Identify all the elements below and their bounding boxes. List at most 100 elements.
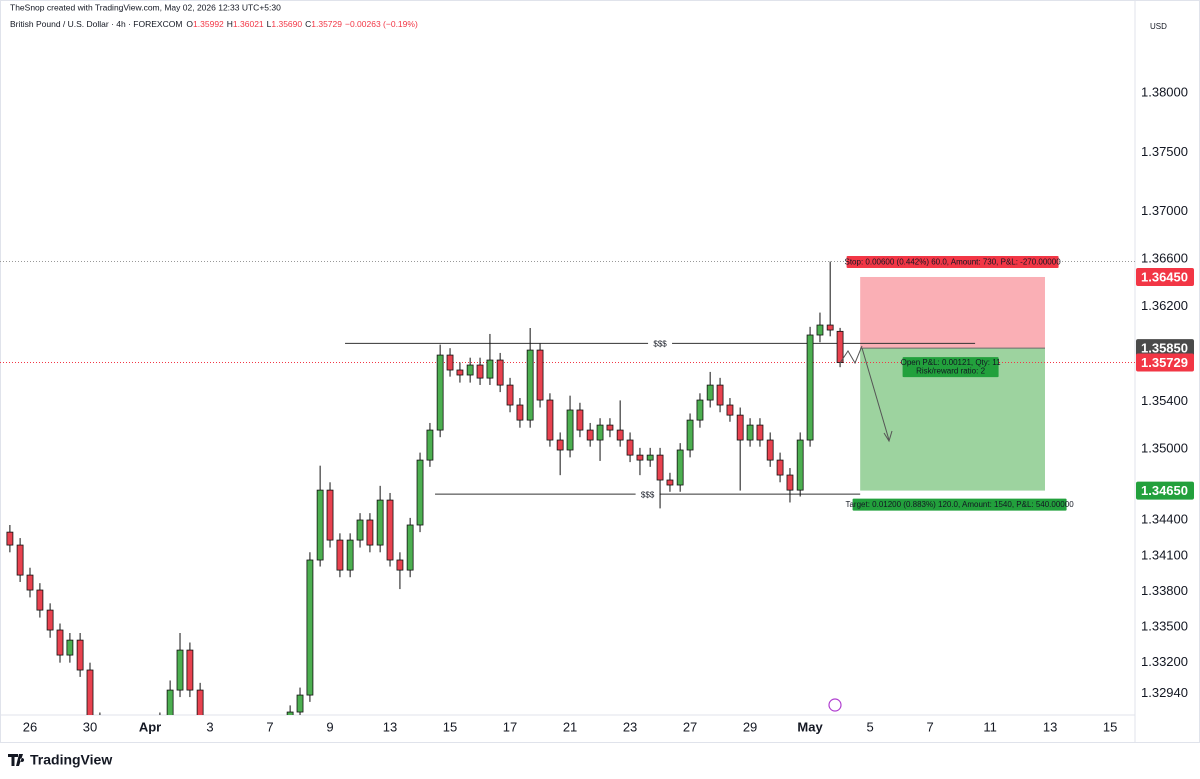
candle-body xyxy=(6,531,14,546)
price-badge-label: 1.35850 xyxy=(1141,341,1188,356)
x-tick-label: 5 xyxy=(866,719,873,734)
logo-icon xyxy=(8,754,25,766)
candle-body xyxy=(286,711,294,715)
candle-body xyxy=(277,730,283,750)
ohlc-value: 1.36021 xyxy=(233,19,264,29)
candle-body xyxy=(546,399,554,441)
arrow-head xyxy=(883,430,893,443)
x-tick-label: 13 xyxy=(1043,719,1057,734)
candle-body xyxy=(16,544,24,576)
y-tick-label: 1.32940 xyxy=(1141,685,1188,700)
projection xyxy=(839,345,893,443)
candle-body xyxy=(506,384,514,406)
event-icon[interactable] xyxy=(828,698,842,712)
currency: USD xyxy=(1150,22,1167,31)
candle-body xyxy=(137,760,143,770)
candle-body xyxy=(576,409,584,431)
candle-body xyxy=(756,424,764,441)
candle-body xyxy=(636,454,644,461)
candle-body xyxy=(376,499,384,546)
candle-body xyxy=(666,479,674,486)
y-tick-label: 1.33500 xyxy=(1141,619,1188,634)
candle-body xyxy=(556,439,564,451)
symbol-line: British Pound / U.S. Dollar · 4h · FOREX… xyxy=(10,19,418,29)
candle-body xyxy=(456,369,464,376)
x-tick-label: 21 xyxy=(563,719,577,734)
y-tick-label: 1.37000 xyxy=(1141,203,1188,218)
x-tick-label: 26 xyxy=(23,719,37,734)
x-tick-label: 11 xyxy=(983,719,997,734)
candle-body xyxy=(466,364,474,376)
candle-body xyxy=(776,459,784,476)
candle-body xyxy=(386,499,394,561)
price-badge xyxy=(1136,267,1194,286)
candle-body xyxy=(396,559,404,571)
liquidity-label: $$$ xyxy=(653,340,667,349)
candle-body xyxy=(516,404,524,421)
candle-body xyxy=(127,750,133,770)
candle-body xyxy=(646,454,654,461)
candle-body xyxy=(26,574,34,591)
candle-body xyxy=(306,559,314,696)
price-badge-label: 1.35729 xyxy=(1141,355,1188,370)
y-tick-label: 1.36600 xyxy=(1141,251,1188,266)
x-tick-label: Apr xyxy=(139,719,161,734)
candle-body xyxy=(736,414,744,441)
symbol: British Pound / U.S. Dollar · 4h · FOREX… xyxy=(10,19,182,29)
y-tick-label: 1.34100 xyxy=(1141,547,1188,562)
candle-body xyxy=(316,489,324,561)
target-label-box xyxy=(852,498,1067,511)
x-tick-label: 9 xyxy=(326,719,333,734)
ohlc-value: 1.35690 xyxy=(271,19,302,29)
candle-body xyxy=(616,429,624,441)
candle-body xyxy=(536,349,544,401)
candle-body xyxy=(766,439,774,461)
price-badge-label: 1.34650 xyxy=(1141,483,1188,498)
candle-body xyxy=(656,454,664,481)
open-label: Open P&L: 0.00121, Qty: 11 xyxy=(901,358,1001,367)
x-tick-label: 15 xyxy=(443,719,457,734)
x-tick-label: 27 xyxy=(683,719,697,734)
candle-body xyxy=(267,750,273,770)
stop-label: Stop: 0.00600 (0.442%) 60.0, Amount: 730… xyxy=(845,258,1062,267)
ratio-label: Risk/reward ratio: 2 xyxy=(916,366,985,375)
stop-label-box xyxy=(846,255,1059,268)
projection-path xyxy=(839,345,863,365)
target-label: Target: 0.01200 (0.883%) 120.0, Amount: … xyxy=(845,500,1074,509)
y-tick-label: 1.36200 xyxy=(1141,298,1188,313)
y-tick-label: 1.37500 xyxy=(1141,144,1188,159)
candle-body xyxy=(227,770,233,779)
y-tick-label: 1.35000 xyxy=(1141,440,1188,455)
candle-body xyxy=(257,770,263,779)
x-tick-label: 29 xyxy=(743,719,757,734)
candle-body xyxy=(36,589,44,611)
candle-body xyxy=(76,639,84,671)
candle-body xyxy=(416,459,424,526)
candle-body xyxy=(726,404,734,416)
candle-body xyxy=(596,424,604,441)
candle-body xyxy=(86,669,94,715)
ohlc-key: H xyxy=(227,19,233,29)
candle-body xyxy=(816,324,824,336)
projection-arrow xyxy=(861,347,890,441)
ohlc-value: 1.35729 xyxy=(311,19,342,29)
x-tick-label: May xyxy=(797,719,823,734)
candle-body xyxy=(237,770,243,779)
price-badge xyxy=(1136,339,1194,358)
candle-body xyxy=(566,409,574,451)
candle-body xyxy=(526,349,534,421)
y-tick-label: 1.33800 xyxy=(1141,583,1188,598)
liquidity-label: $$$ xyxy=(641,490,655,499)
candle-body xyxy=(476,364,484,379)
candle-body xyxy=(66,639,74,656)
candle-body xyxy=(696,399,704,421)
candle-body xyxy=(806,334,814,441)
candle-body xyxy=(176,649,184,691)
candle-body xyxy=(626,439,634,456)
candle-body xyxy=(706,384,714,401)
candle-body xyxy=(117,750,123,760)
candle-body xyxy=(46,609,54,631)
candle-body xyxy=(606,424,614,431)
candle-body xyxy=(186,649,194,691)
